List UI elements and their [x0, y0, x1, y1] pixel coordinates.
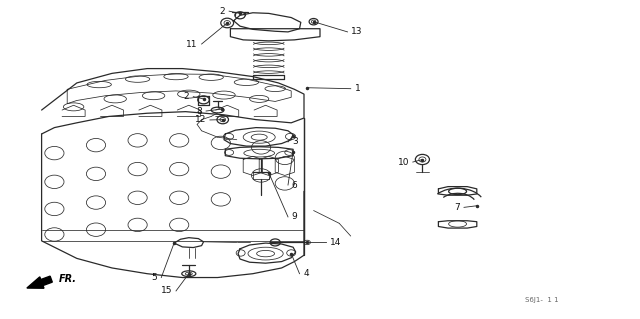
- Text: 2: 2: [220, 7, 225, 16]
- Text: 11: 11: [186, 40, 198, 48]
- Text: 14: 14: [330, 238, 342, 247]
- Text: 10: 10: [397, 158, 409, 167]
- Text: 2: 2: [184, 92, 189, 101]
- Text: 13: 13: [351, 27, 363, 36]
- Text: 6: 6: [292, 181, 298, 189]
- Text: 8: 8: [196, 107, 202, 115]
- Text: 12: 12: [195, 115, 206, 124]
- Text: 5: 5: [152, 273, 157, 282]
- Text: 9: 9: [292, 212, 298, 221]
- Text: 1: 1: [355, 84, 360, 93]
- Text: S6J1-  1 1: S6J1- 1 1: [525, 297, 559, 303]
- Text: 7: 7: [454, 203, 460, 212]
- Text: 15: 15: [161, 286, 172, 295]
- Text: FR.: FR.: [59, 274, 77, 284]
- Text: 3: 3: [292, 137, 298, 146]
- FancyArrow shape: [27, 276, 52, 288]
- Text: 4: 4: [303, 269, 309, 278]
